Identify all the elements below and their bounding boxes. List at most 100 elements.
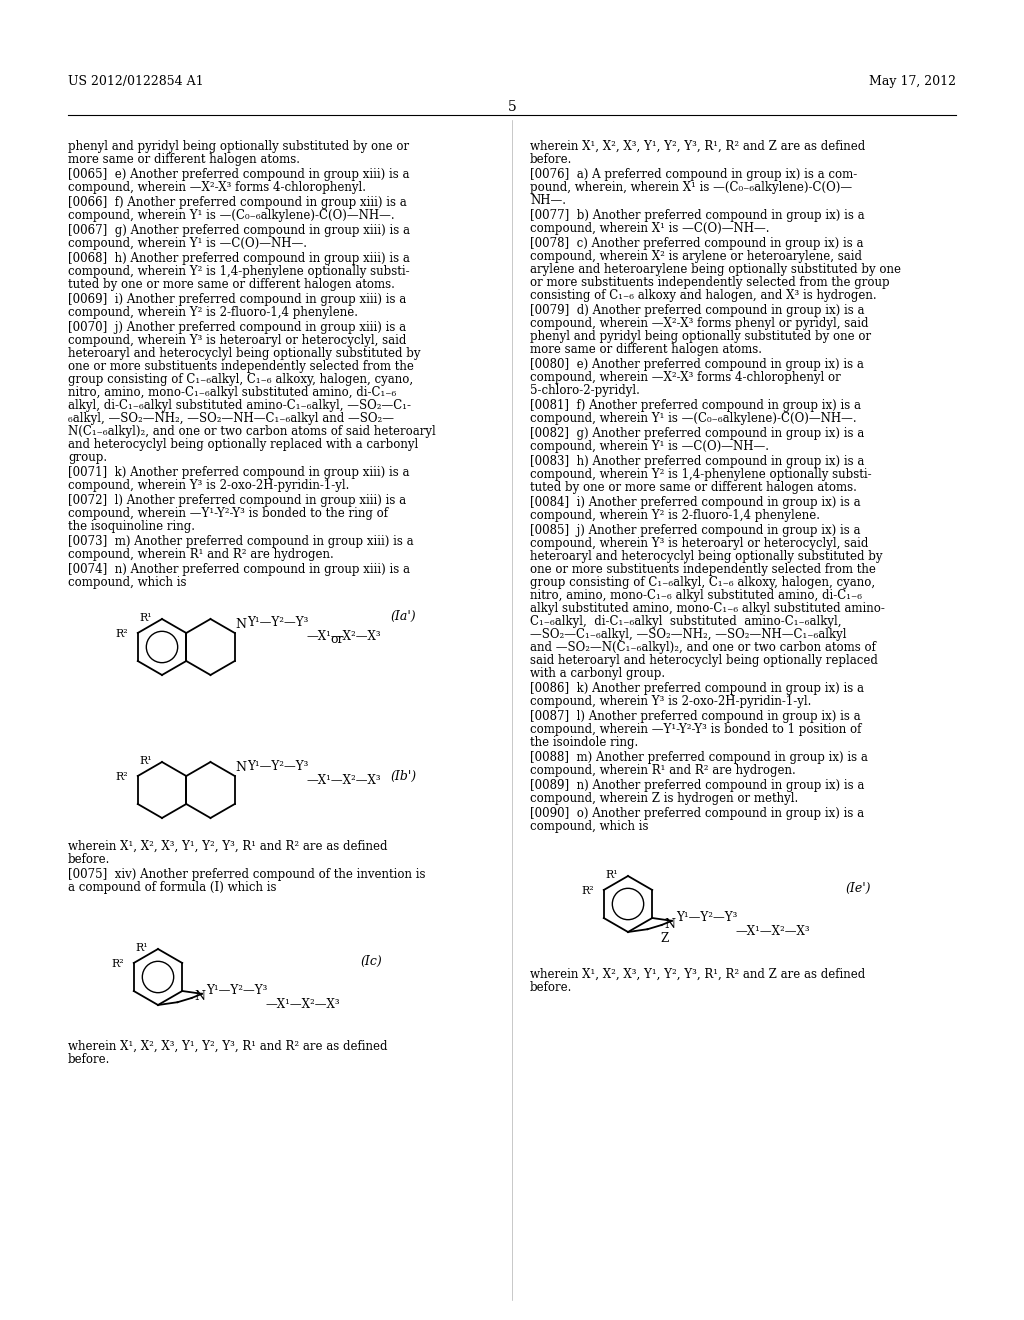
Text: compound, wherein Y³ is heteroaryl or heterocyclyl, said: compound, wherein Y³ is heteroaryl or he… [530,537,868,550]
Text: [0088]  m) Another preferred compound in group ix) is a: [0088] m) Another preferred compound in … [530,751,868,764]
Text: [0067]  g) Another preferred compound in group xiii) is a: [0067] g) Another preferred compound in … [68,224,410,238]
Text: compound, wherein R¹ and R² are hydrogen.: compound, wherein R¹ and R² are hydrogen… [68,548,334,561]
Text: N: N [665,917,676,931]
Text: compound, wherein —Y¹-Y²-Y³ is bonded to 1 position of: compound, wherein —Y¹-Y²-Y³ is bonded to… [530,723,861,737]
Text: phenyl and pyridyl being optionally substituted by one or: phenyl and pyridyl being optionally subs… [530,330,871,343]
Text: [0066]  f) Another preferred compound in group xiii) is a: [0066] f) Another preferred compound in … [68,195,407,209]
Text: the isoindole ring.: the isoindole ring. [530,737,638,748]
Text: Y¹—Y²—Y³: Y¹—Y²—Y³ [676,911,737,924]
Text: before.: before. [530,153,572,166]
Text: (Ic): (Ic) [360,954,382,968]
Text: wherein X¹, X², X³, Y¹, Y², Y³, R¹, R² and Z are as defined: wherein X¹, X², X³, Y¹, Y², Y³, R¹, R² a… [530,140,865,153]
Text: US 2012/0122854 A1: US 2012/0122854 A1 [68,75,204,88]
Text: arylene and heteroarylene being optionally substituted by one: arylene and heteroarylene being optional… [530,263,901,276]
Text: or more substituents independently selected from the group: or more substituents independently selec… [530,276,890,289]
Text: group.: group. [68,451,108,465]
Text: [0071]  k) Another preferred compound in group xiii) is a: [0071] k) Another preferred compound in … [68,466,410,479]
Text: consisting of C₁₋₆ alkoxy and halogen, and X³ is hydrogen.: consisting of C₁₋₆ alkoxy and halogen, a… [530,289,877,302]
Text: Y¹—Y²—Y³: Y¹—Y²—Y³ [247,616,308,630]
Text: compound, wherein R¹ and R² are hydrogen.: compound, wherein R¹ and R² are hydrogen… [530,764,796,777]
Text: [0089]  n) Another preferred compound in group ix) is a: [0089] n) Another preferred compound in … [530,779,864,792]
Text: a compound of formula (I) which is: a compound of formula (I) which is [68,880,276,894]
Text: [0080]  e) Another preferred compound in group ix) is a: [0080] e) Another preferred compound in … [530,358,864,371]
Text: or: or [330,634,343,645]
Text: compound, wherein Y² is 1,4-phenylene optionally substi-: compound, wherein Y² is 1,4-phenylene op… [68,265,410,279]
Text: —X¹—X²—X³: —X¹—X²—X³ [307,631,381,644]
Text: wherein X¹, X², X³, Y¹, Y², Y³, R¹ and R² are as defined: wherein X¹, X², X³, Y¹, Y², Y³, R¹ and R… [68,1040,387,1053]
Text: before.: before. [68,853,111,866]
Text: the isoquinoline ring.: the isoquinoline ring. [68,520,195,533]
Text: N: N [195,990,206,1003]
Text: R¹: R¹ [605,870,618,880]
Text: (Ia'): (Ia') [390,610,416,623]
Text: [0084]  i) Another preferred compound in group ix) is a: [0084] i) Another preferred compound in … [530,496,860,510]
Text: R²: R² [581,886,594,896]
Text: compound, wherein Y¹ is —C(O)—NH—.: compound, wherein Y¹ is —C(O)—NH—. [68,238,307,249]
Text: NH—.: NH—. [530,194,566,207]
Text: phenyl and pyridyl being optionally substituted by one or: phenyl and pyridyl being optionally subs… [68,140,410,153]
Text: [0079]  d) Another preferred compound in group ix) is a: [0079] d) Another preferred compound in … [530,304,864,317]
Text: [0082]  g) Another preferred compound in group ix) is a: [0082] g) Another preferred compound in … [530,426,864,440]
Text: nitro, amino, mono-C₁₋₆ alkyl substituted amino, di-C₁₋₆: nitro, amino, mono-C₁₋₆ alkyl substitute… [530,589,862,602]
Text: with a carbonyl group.: with a carbonyl group. [530,667,666,680]
Text: one or more substituents independently selected from the: one or more substituents independently s… [68,360,414,374]
Text: ₆alkyl, —SO₂—NH₂, —SO₂—NH—C₁₋₆alkyl and —SO₂—: ₆alkyl, —SO₂—NH₂, —SO₂—NH—C₁₋₆alkyl and … [68,412,394,425]
Text: compound, wherein X² is arylene or heteroarylene, said: compound, wherein X² is arylene or heter… [530,249,862,263]
Text: [0076]  a) A preferred compound in group ix) is a com-: [0076] a) A preferred compound in group … [530,168,857,181]
Text: before.: before. [530,981,572,994]
Text: N: N [236,618,247,631]
Text: compound, which is: compound, which is [530,820,648,833]
Text: N(C₁₋₆alkyl)₂, and one or two carbon atoms of said heteroaryl: N(C₁₋₆alkyl)₂, and one or two carbon ato… [68,425,436,438]
Text: compound, wherein Y² is 1,4-phenylene optionally substi-: compound, wherein Y² is 1,4-phenylene op… [530,469,871,480]
Text: compound, wherein Y² is 2-fluoro-1,4 phenylene.: compound, wherein Y² is 2-fluoro-1,4 phe… [68,306,358,319]
Text: N: N [236,762,247,774]
Text: compound, wherein Y¹ is —C(O)—NH—.: compound, wherein Y¹ is —C(O)—NH—. [530,440,769,453]
Text: R²: R² [111,960,124,969]
Text: [0074]  n) Another preferred compound in group xiii) is a: [0074] n) Another preferred compound in … [68,564,410,576]
Text: May 17, 2012: May 17, 2012 [869,75,956,88]
Text: [0068]  h) Another preferred compound in group xiii) is a: [0068] h) Another preferred compound in … [68,252,410,265]
Text: more same or different halogen atoms.: more same or different halogen atoms. [530,343,762,356]
Text: compound, wherein Y² is 2-fluoro-1,4 phenylene.: compound, wherein Y² is 2-fluoro-1,4 phe… [530,510,820,521]
Text: [0077]  b) Another preferred compound in group ix) is a: [0077] b) Another preferred compound in … [530,209,864,222]
Text: [0070]  j) Another preferred compound in group xiii) is a: [0070] j) Another preferred compound in … [68,321,407,334]
Text: compound, wherein Y³ is 2-oxo-2H-pyridin-1-yl.: compound, wherein Y³ is 2-oxo-2H-pyridin… [68,479,349,492]
Text: compound, wherein —X²-X³ forms 4-chlorophenyl or: compound, wherein —X²-X³ forms 4-chlorop… [530,371,841,384]
Text: [0065]  e) Another preferred compound in group xiii) is a: [0065] e) Another preferred compound in … [68,168,410,181]
Text: and heterocyclyl being optionally replaced with a carbonyl: and heterocyclyl being optionally replac… [68,438,418,451]
Text: [0085]  j) Another preferred compound in group ix) is a: [0085] j) Another preferred compound in … [530,524,860,537]
Text: Y¹—Y²—Y³: Y¹—Y²—Y³ [247,759,308,772]
Text: heteroaryl and heterocyclyl being optionally substituted by: heteroaryl and heterocyclyl being option… [530,550,883,564]
Text: —X¹—X²—X³: —X¹—X²—X³ [265,998,340,1011]
Text: R²: R² [115,772,128,781]
Text: [0078]  c) Another preferred compound in group ix) is a: [0078] c) Another preferred compound in … [530,238,863,249]
Text: one or more substituents independently selected from the: one or more substituents independently s… [530,564,876,576]
Text: group consisting of C₁₋₆alkyl, C₁₋₆ alkoxy, halogen, cyano,: group consisting of C₁₋₆alkyl, C₁₋₆ alko… [68,374,413,385]
Text: R¹: R¹ [139,612,152,623]
Text: (Ib'): (Ib') [390,770,416,783]
Text: —SO₂—C₁₋₆alkyl, —SO₂—NH₂, —SO₂—NH—C₁₋₆alkyl: —SO₂—C₁₋₆alkyl, —SO₂—NH₂, —SO₂—NH—C₁₋₆al… [530,628,847,642]
Text: more same or different halogen atoms.: more same or different halogen atoms. [68,153,300,166]
Text: —X¹—X²—X³: —X¹—X²—X³ [735,925,810,937]
Text: R¹: R¹ [135,942,148,953]
Text: tuted by one or more same or different halogen atoms.: tuted by one or more same or different h… [530,480,857,494]
Text: [0073]  m) Another preferred compound in group xiii) is a: [0073] m) Another preferred compound in … [68,535,414,548]
Text: [0087]  l) Another preferred compound in group ix) is a: [0087] l) Another preferred compound in … [530,710,860,723]
Text: and —SO₂—N(C₁₋₆alkyl)₂, and one or two carbon atoms of: and —SO₂—N(C₁₋₆alkyl)₂, and one or two c… [530,642,876,653]
Text: compound, wherein Y¹ is —(C₀₋₆alkylene)-C(O)—NH—.: compound, wherein Y¹ is —(C₀₋₆alkylene)-… [530,412,857,425]
Text: [0083]  h) Another preferred compound in group ix) is a: [0083] h) Another preferred compound in … [530,455,864,469]
Text: alkyl, di-C₁₋₆alkyl substituted amino-C₁₋₆alkyl, —SO₂—C₁-: alkyl, di-C₁₋₆alkyl substituted amino-C₁… [68,399,411,412]
Text: alkyl substituted amino, mono-C₁₋₆ alkyl substituted amino-: alkyl substituted amino, mono-C₁₋₆ alkyl… [530,602,885,615]
Text: [0075]  xiv) Another preferred compound of the invention is: [0075] xiv) Another preferred compound o… [68,869,426,880]
Text: compound, wherein Z is hydrogen or methyl.: compound, wherein Z is hydrogen or methy… [530,792,799,805]
Text: [0069]  i) Another preferred compound in group xiii) is a: [0069] i) Another preferred compound in … [68,293,407,306]
Text: —X¹—X²—X³: —X¹—X²—X³ [307,774,381,787]
Text: said heteroaryl and heterocyclyl being optionally replaced: said heteroaryl and heterocyclyl being o… [530,653,878,667]
Text: compound, wherein Y³ is 2-oxo-2H-pyridin-1-yl.: compound, wherein Y³ is 2-oxo-2H-pyridin… [530,696,811,708]
Text: group consisting of C₁₋₆alkyl, C₁₋₆ alkoxy, halogen, cyano,: group consisting of C₁₋₆alkyl, C₁₋₆ alko… [530,576,876,589]
Text: (Ie'): (Ie') [845,882,870,895]
Text: 5-chloro-2-pyridyl.: 5-chloro-2-pyridyl. [530,384,640,397]
Text: tuted by one or more same or different halogen atoms.: tuted by one or more same or different h… [68,279,395,290]
Text: nitro, amino, mono-C₁₋₆alkyl substituted amino, di-C₁₋₆: nitro, amino, mono-C₁₋₆alkyl substituted… [68,385,396,399]
Text: compound, wherein —Y¹-Y²-Y³ is bonded to the ring of: compound, wherein —Y¹-Y²-Y³ is bonded to… [68,507,388,520]
